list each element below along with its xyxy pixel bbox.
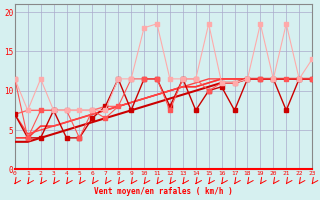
X-axis label: Vent moyen/en rafales ( km/h ): Vent moyen/en rafales ( km/h ) (94, 187, 233, 196)
